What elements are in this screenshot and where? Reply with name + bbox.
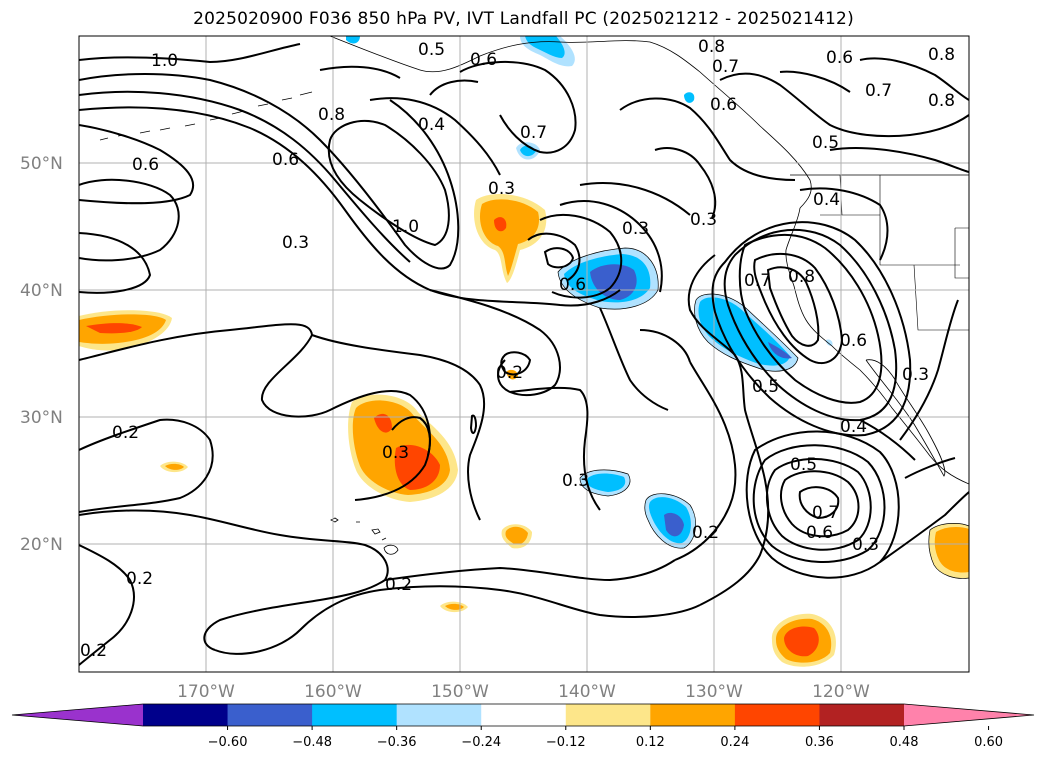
contour-label: 0.5: [790, 455, 817, 475]
contour-label: 0.3: [562, 471, 589, 491]
map-frame: [78, 35, 970, 673]
lon-label: 170°W: [177, 682, 235, 702]
contour-label: 1.0: [151, 51, 178, 71]
colorbar-extend-max: [904, 704, 1034, 726]
lon-label: 160°W: [304, 682, 362, 702]
contour-label: 0.6: [470, 50, 497, 70]
contour-label: 0.7: [865, 81, 892, 101]
map-title: 2025020900 F036 850 hPa PV, IVT Landfall…: [193, 9, 854, 29]
colorbar-tick-label: 0.36: [805, 735, 834, 750]
contour-label: 0.5: [418, 40, 445, 60]
colorbar-segment: [312, 704, 398, 726]
contour-label: 0.3: [488, 179, 515, 199]
contour-label: 0.2: [80, 641, 107, 661]
colorbar-segment: [481, 704, 567, 726]
lon-label: 130°W: [685, 682, 743, 702]
colorbar-tick-label: −0.48: [292, 735, 332, 750]
contour-label: 0.6: [806, 523, 833, 543]
contour-label: 0.2: [692, 523, 719, 543]
lat-label: 20°N: [20, 535, 63, 555]
lon-label: 140°W: [558, 682, 616, 702]
contour-label: 0.2: [385, 575, 412, 595]
longitude-labels: 170°W 160°W 150°W 140°W 130°W 120°W: [177, 682, 870, 702]
contour-label: 0.6: [559, 275, 586, 295]
contour-label: 0.5: [752, 377, 779, 397]
colorbar-segment: [396, 704, 482, 726]
contour-label: 0.6: [826, 48, 853, 68]
contour-label: 0.2: [126, 569, 153, 589]
contour-label: 1.0: [392, 217, 419, 237]
contour-label: 0.6: [132, 155, 159, 175]
lon-label: 120°W: [812, 682, 870, 702]
contour-label: 0.8: [788, 267, 815, 287]
colorbar-segment: [734, 704, 820, 726]
colorbar-tick-label: −0.12: [546, 735, 586, 750]
contour-label: 0.4: [840, 417, 867, 437]
colorbar-segment: [227, 704, 313, 726]
colorbar-tick-label: −0.36: [377, 735, 417, 750]
colorbar-extend-min: [12, 704, 143, 726]
colorbar-tick-label: 0.24: [720, 735, 749, 750]
contour-label: 0.5: [812, 133, 839, 153]
contour-label: 0.3: [690, 210, 717, 230]
colorbar-tick-label: 0.48: [890, 735, 919, 750]
pv-contours: [79, 43, 969, 666]
contour-label: 0.3: [852, 535, 879, 555]
contour-labels: 1.0 0.5 0.6 0.8 0.7 0.6 0.8 0.8 0.7 0.6 …: [80, 37, 955, 661]
colorbar-outline: [11, 703, 1035, 727]
shaded-field: [79, 36, 969, 667]
colorbar-tick-label: 0.60: [974, 735, 1003, 750]
contour-label: 0.6: [840, 331, 867, 351]
contour-label: 0.3: [622, 219, 649, 239]
lat-label: 40°N: [20, 281, 63, 301]
colorbar-segment: [565, 704, 651, 726]
contour-label: 0.7: [744, 271, 771, 291]
colorbar-segment: [650, 704, 736, 726]
colorbar-tick-label: 0.12: [636, 735, 665, 750]
colorbar-segment: [819, 704, 905, 726]
contour-label: 0.8: [928, 45, 955, 65]
contour-label: 0.8: [318, 105, 345, 125]
colorbar-tick-label: −0.24: [461, 735, 501, 750]
colorbar: −0.60 −0.48 −0.36 −0.24 −0.12 0.12 0.24 0.36 0.4…: [11, 703, 1035, 750]
graticule: [79, 36, 969, 672]
colorbar-tick-label: −0.60: [208, 735, 248, 750]
lon-label: 150°W: [431, 682, 489, 702]
contour-label: 0.4: [418, 115, 445, 135]
colorbar-segment: [143, 704, 229, 726]
contour-label: 0.2: [112, 423, 139, 443]
lat-label: 50°N: [20, 154, 63, 174]
contour-label: 0.6: [272, 150, 299, 170]
contour-label: 0.3: [382, 443, 409, 463]
lat-label: 30°N: [20, 408, 63, 428]
contour-label: 0.8: [698, 37, 725, 57]
latitude-labels: 50°N 40°N 30°N 20°N: [20, 154, 63, 555]
contour-label: 0.7: [712, 57, 739, 77]
contour-label: 0.8: [928, 91, 955, 111]
contour-label: 0.7: [812, 503, 839, 523]
contour-label: 0.7: [520, 123, 547, 143]
coastlines: [99, 36, 969, 555]
map-panel: 1.0 0.5 0.6 0.8 0.7 0.6 0.8 0.8 0.7 0.6 …: [79, 36, 969, 672]
contour-label: 0.4: [813, 190, 840, 210]
contour-label: 0.3: [282, 233, 309, 253]
contour-label: 0.2: [496, 363, 523, 383]
contour-label: 0.6: [710, 95, 737, 115]
contour-label: 0.3: [902, 365, 929, 385]
